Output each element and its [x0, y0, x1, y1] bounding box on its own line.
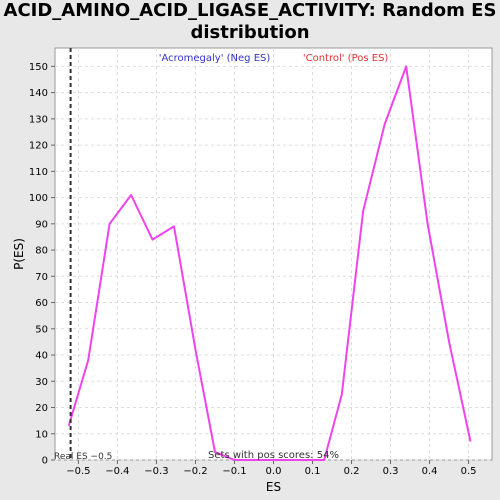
real-es-label: Real ES −0.5 — [54, 452, 112, 462]
y-tick-label: 20 — [35, 403, 48, 414]
x-tick-label: 0.2 — [344, 466, 360, 477]
x-tick-label: −0.2 — [183, 466, 207, 477]
y-tick-label: 70 — [35, 272, 48, 283]
x-tick-label: 0.4 — [422, 466, 438, 477]
y-axis-label: P(ES) — [12, 238, 26, 270]
x-tick-label: 0.3 — [383, 466, 399, 477]
pos-es-label: 'Control' (Pos ES) — [303, 53, 389, 64]
y-tick-label: 100 — [29, 193, 48, 204]
y-tick-label: 110 — [29, 167, 48, 178]
chart-title-line1: ACID_AMINO_ACID_LIGASE_ACTIVITY: Random … — [3, 0, 497, 21]
x-tick-label: −0.3 — [144, 466, 168, 477]
y-tick-label: 80 — [35, 246, 48, 257]
y-tick-label: 10 — [35, 429, 48, 440]
y-tick-label: 130 — [29, 114, 48, 125]
density-line — [67, 65, 472, 461]
x-axis-label: ES — [266, 480, 281, 494]
y-tick-label: 40 — [35, 351, 48, 362]
series — [67, 65, 472, 461]
y-tick-label: 90 — [35, 219, 48, 230]
y-tick-label: 140 — [29, 88, 48, 99]
x-tick-label: −0.1 — [222, 466, 246, 477]
grid — [55, 48, 492, 461]
x-tick-label: −0.4 — [105, 466, 129, 477]
chart-title: ACID_AMINO_ACID_LIGASE_ACTIVITY: Random … — [0, 0, 500, 44]
y-tick-label: 150 — [29, 62, 48, 73]
x-tick-label: 0.0 — [266, 466, 282, 477]
y-tick-label: 0 — [42, 456, 48, 467]
pos-scores-label: Sets with pos scores: 54% — [208, 450, 339, 461]
y-tick-label: 120 — [29, 141, 48, 152]
y-tick-label: 50 — [35, 324, 48, 335]
x-tick-label: −0.5 — [66, 466, 90, 477]
x-tick-label: 0.1 — [305, 466, 321, 477]
x-tick-label: 0.5 — [461, 466, 477, 477]
neg-es-label: 'Acromegaly' (Neg ES) — [159, 53, 271, 64]
chart-title-line2: distribution — [190, 22, 310, 43]
axis-ticks: 0 10 20 30 40 50 60 70 80 90 100 110 120 130 140 150 −0.… — [29, 62, 477, 477]
y-tick-label: 30 — [35, 377, 48, 388]
y-tick-label: 60 — [35, 298, 48, 309]
